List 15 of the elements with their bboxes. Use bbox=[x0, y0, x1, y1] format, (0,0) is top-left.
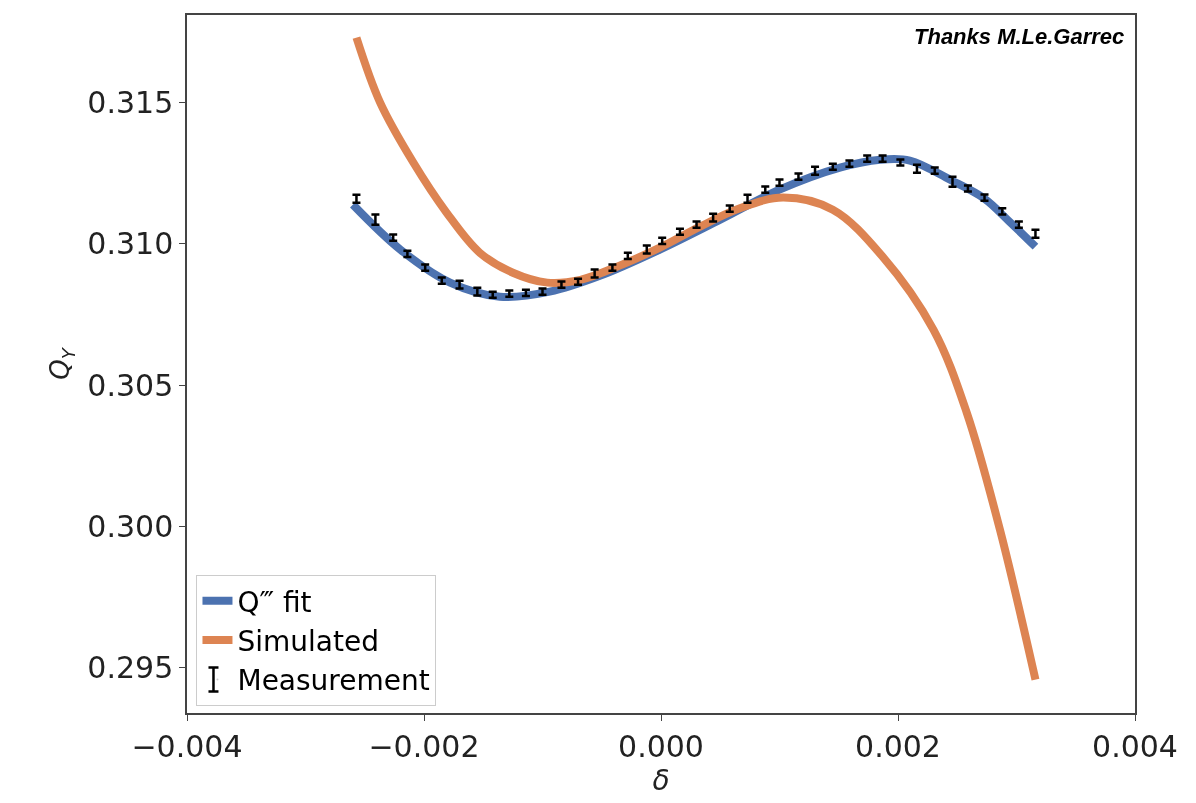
legend-label: Q‴ fit bbox=[237, 585, 312, 619]
x-tick-label: −0.004 bbox=[131, 728, 243, 764]
x-tick-label: 0.004 bbox=[1092, 728, 1178, 764]
x-tick-label: 0.002 bbox=[855, 728, 941, 764]
legend-label: Measurement bbox=[237, 664, 430, 698]
legend-label: Simulated bbox=[237, 625, 379, 659]
y-tick-label: 0.295 bbox=[87, 650, 174, 686]
y-tick-label: 0.310 bbox=[87, 226, 174, 262]
y-tick-label: 0.300 bbox=[87, 508, 174, 544]
annotation: Thanks M.Le.Garrec bbox=[914, 24, 1125, 49]
y-tick-label: 0.315 bbox=[87, 85, 174, 121]
y-tick-label: 0.305 bbox=[87, 367, 174, 403]
x-axis-title: δ bbox=[652, 763, 670, 797]
x-tick-label: 0.000 bbox=[618, 728, 704, 764]
x-tick-label: −0.002 bbox=[368, 728, 480, 764]
